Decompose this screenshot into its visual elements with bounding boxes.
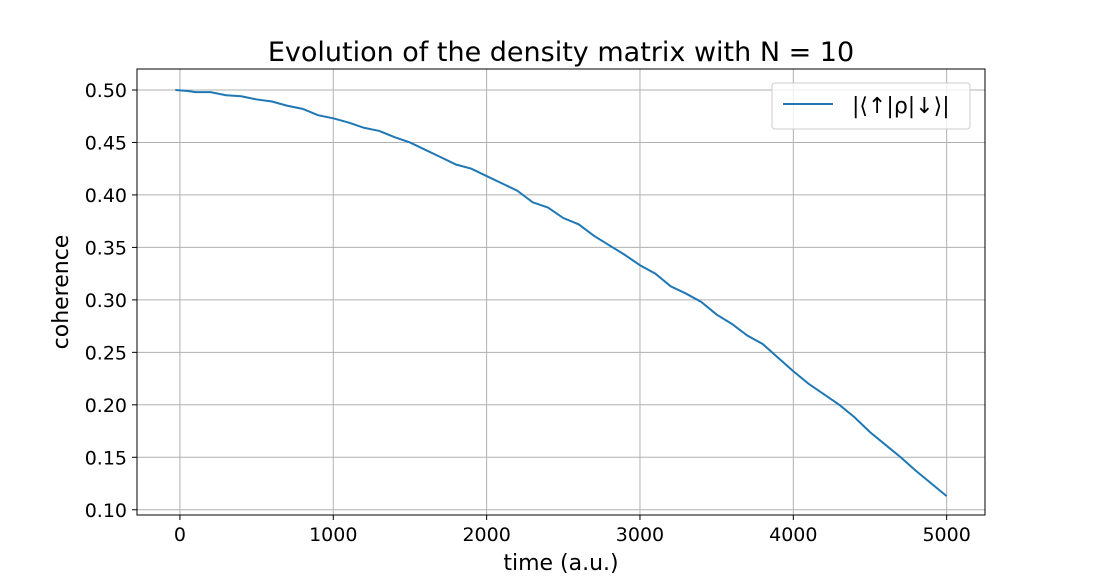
- y-tick-label: 0.20: [85, 395, 127, 417]
- y-tick-label: 0.45: [85, 132, 127, 154]
- x-tick-label: 0: [174, 524, 186, 546]
- plot-area: [137, 69, 985, 515]
- y-axis-label: coherence: [49, 235, 74, 350]
- x-tick-label: 5000: [922, 524, 970, 546]
- x-tick-label: 1000: [309, 524, 357, 546]
- y-tick-label: 0.50: [85, 80, 127, 102]
- y-tick-label: 0.40: [85, 185, 127, 207]
- x-tick-label: 2000: [462, 524, 510, 546]
- series-line-coherence: [175, 88, 948, 497]
- legend-box: [771, 82, 971, 130]
- grid: [137, 69, 985, 515]
- x-tick-label: 3000: [616, 524, 664, 546]
- y-tick-label: 0.15: [85, 447, 127, 469]
- y-tick-label: 0.10: [85, 500, 127, 522]
- ticks: [132, 89, 948, 520]
- x-tick-label: 4000: [769, 524, 817, 546]
- plot-frame: [136, 68, 986, 516]
- x-axis-label: time (a.u.): [503, 551, 618, 576]
- y-tick-label: 0.25: [85, 342, 127, 364]
- legend: |⟨↑|ρ|↓⟩|: [771, 82, 971, 130]
- tick-labels: 0 1000 2000 3000 4000 5000 0.10 0.15 0.20 0.25 0.3…: [85, 80, 971, 546]
- chart-title: Evolution of the density matrix with N =…: [268, 37, 854, 68]
- y-tick-label: 0.30: [85, 290, 127, 312]
- y-tick-label: 0.35: [85, 237, 127, 259]
- legend-label: |⟨↑|ρ|↓⟩|: [852, 94, 950, 119]
